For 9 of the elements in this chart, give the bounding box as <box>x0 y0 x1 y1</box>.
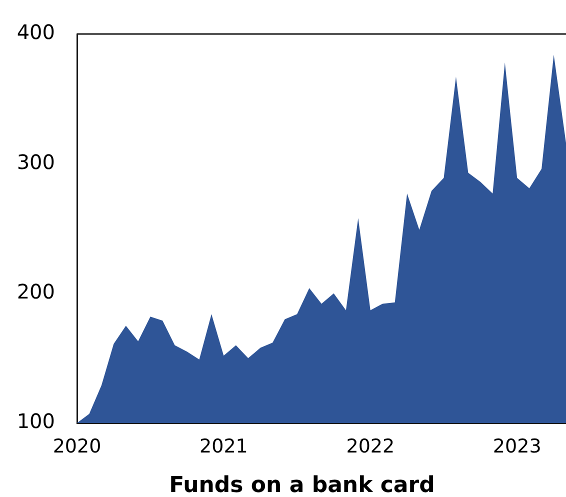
y-tick-label: 300 <box>16 150 55 174</box>
x-tick-label: 2020 <box>52 435 102 458</box>
x-tick-label: 2022 <box>346 435 395 458</box>
x-axis-title: Funds on a bank card <box>169 473 435 497</box>
x-tick-label: 2023 <box>492 435 542 458</box>
y-tick-label: 400 <box>16 20 55 44</box>
y-tick-label: 100 <box>16 409 55 434</box>
y-tick-label: 200 <box>16 280 55 304</box>
x-tick-label: 2021 <box>200 435 248 458</box>
